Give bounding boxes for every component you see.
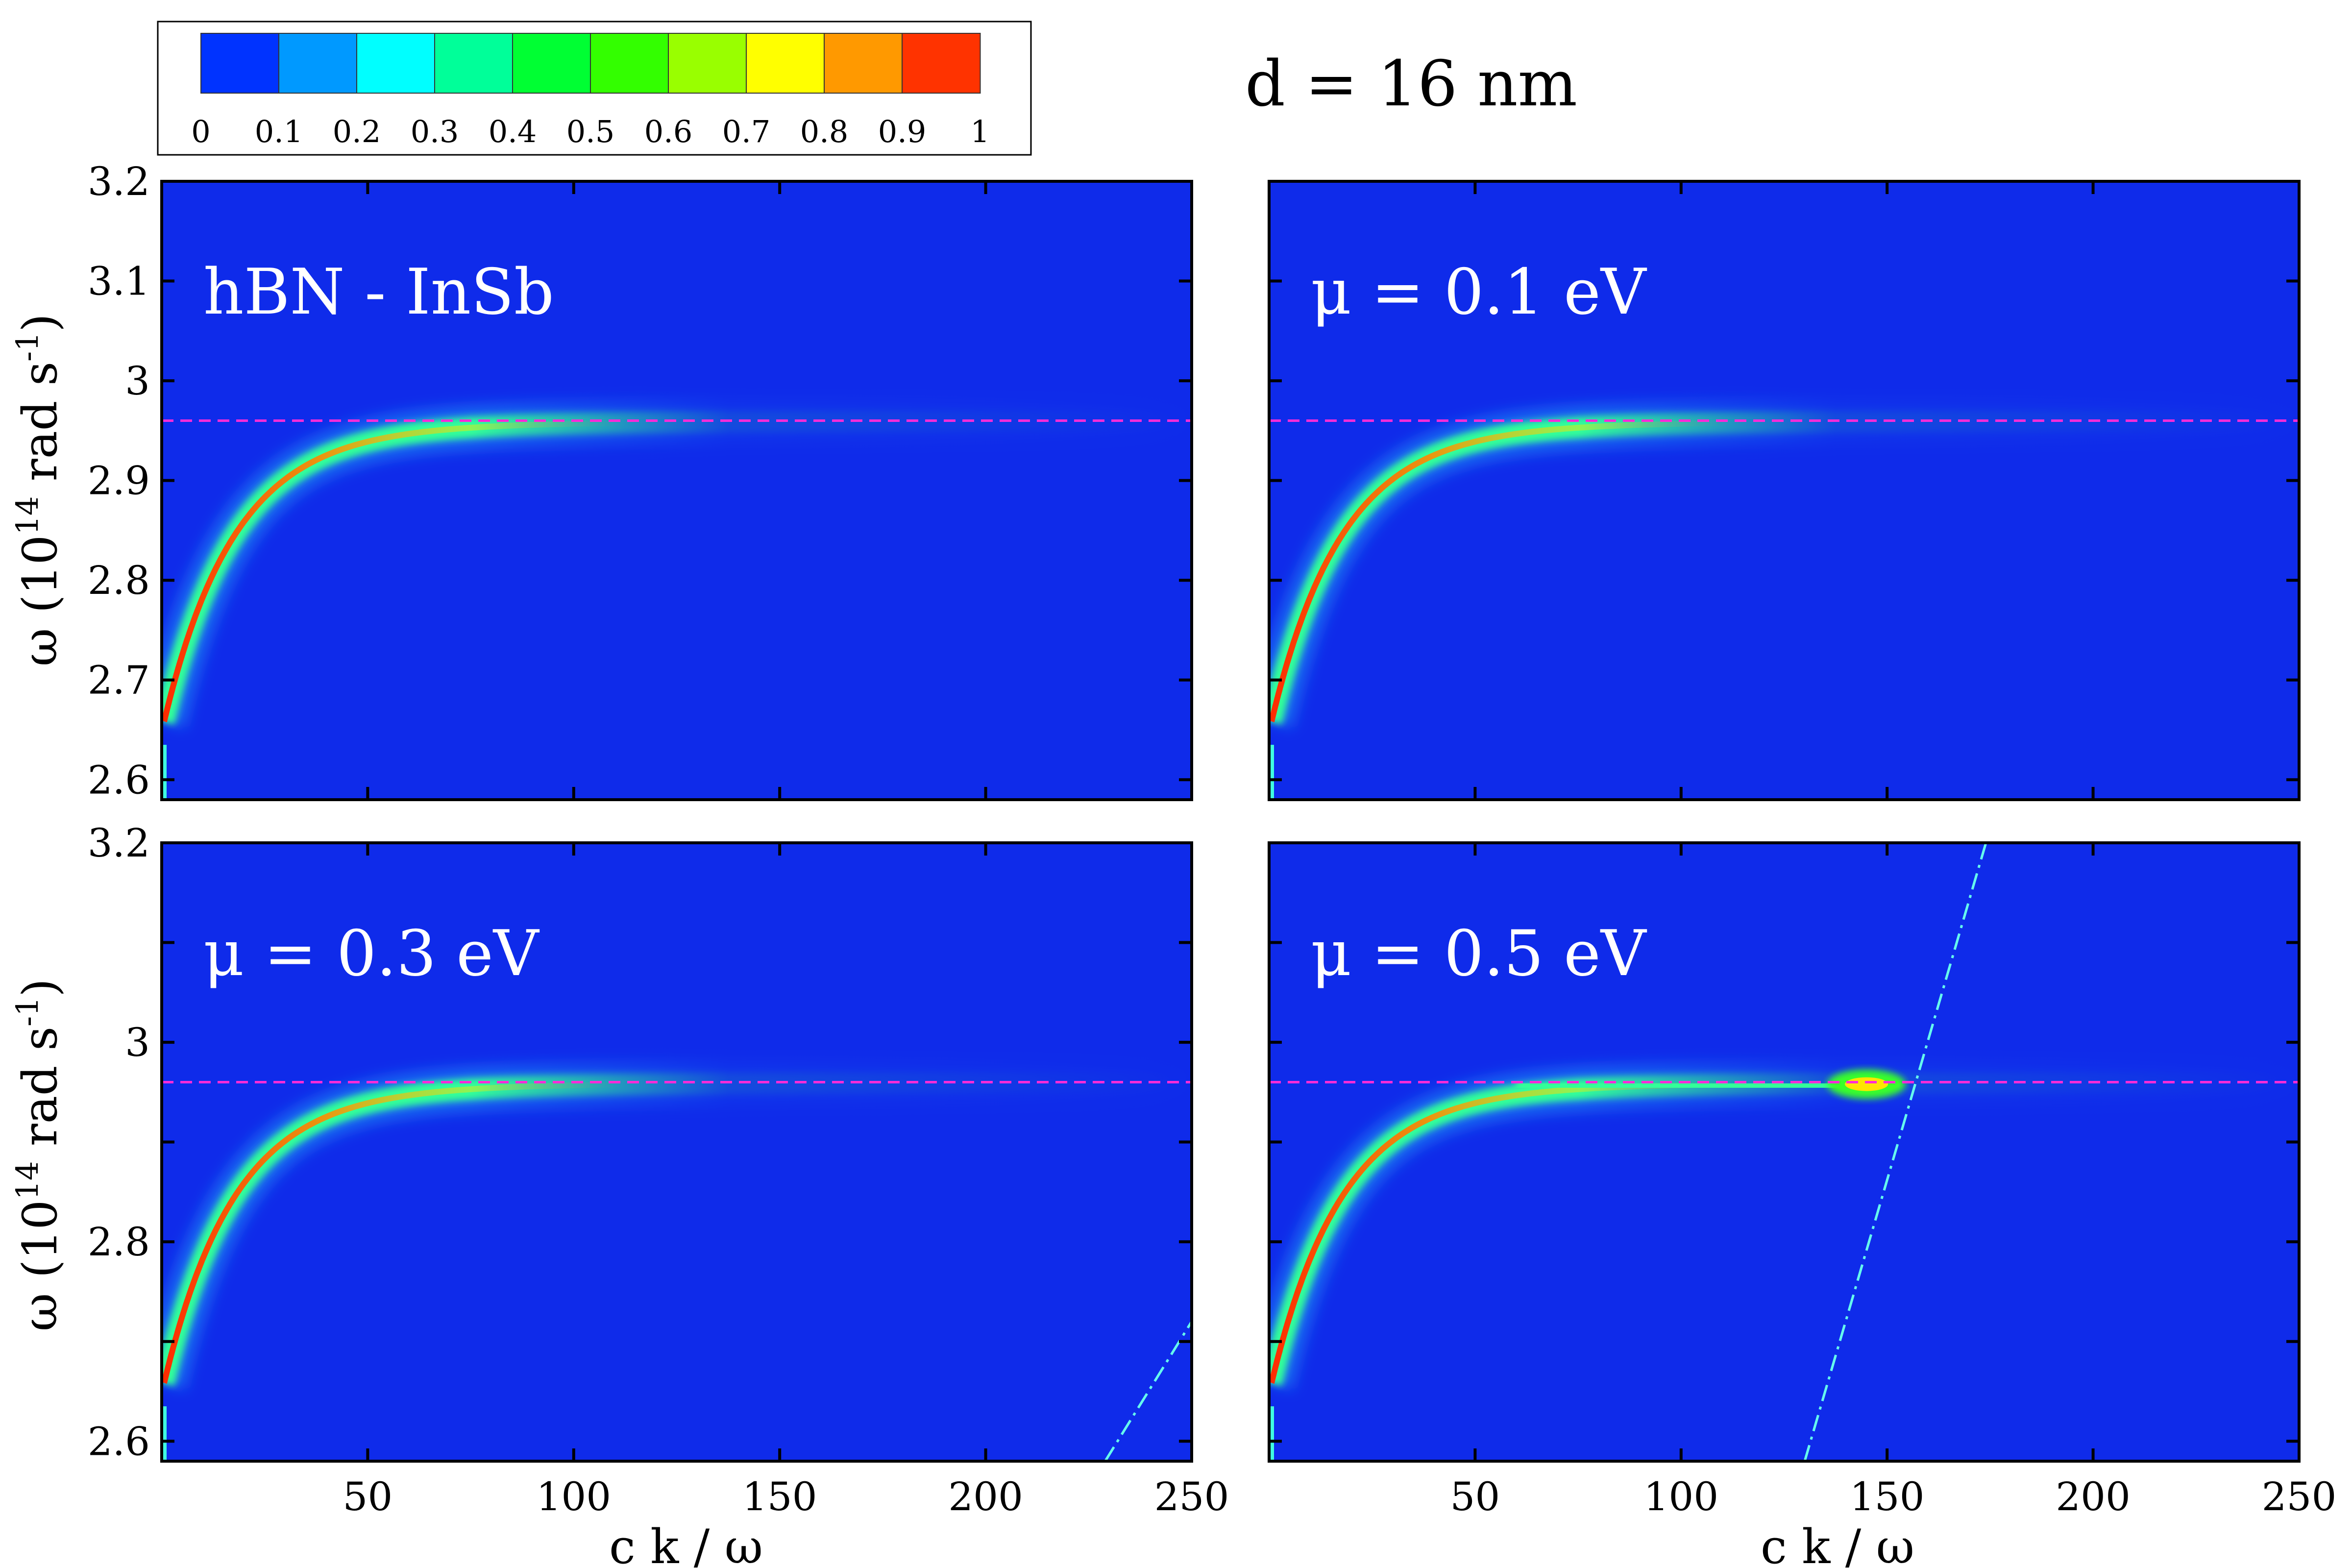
colorbar-cells <box>200 33 981 94</box>
panel-b: μ = 0.1 eV <box>1268 180 2301 801</box>
colorbar-tick-label: 0.8 <box>800 114 849 149</box>
edge-column <box>1269 745 1274 800</box>
colorbar-cell <box>824 33 903 94</box>
panels: 2.6 2.7 2.8 2.9 3 3.1 3.2 hBN - InSb μ = 0.1 eV 2… <box>88 159 2337 1519</box>
panel-label: μ = 0.1 eV <box>1311 256 1647 329</box>
panel-frame <box>160 180 1193 801</box>
y-axis-title-bottom: ω (1014 rad s-1) <box>9 979 68 1331</box>
x-ticks <box>1473 181 2301 800</box>
y-tick-label: 2.9 <box>88 458 150 504</box>
colorbar-cell <box>200 33 280 94</box>
panel-label: hBN - InSb <box>203 256 554 329</box>
colorbar-tick-label: 0 <box>191 114 210 149</box>
colorbar-tick-label: 0.4 <box>489 114 537 149</box>
chart-title: d = 16 nm <box>1245 48 1577 121</box>
y-tick-label: 3.2 <box>88 820 150 866</box>
y-tick-label: 3 <box>125 1020 150 1065</box>
colorbar-tick-label: 0.5 <box>566 114 615 149</box>
panel-c: 2.6 2.8 3 3.2 50 100 150 200 250 μ = 0.3 eV <box>88 820 1229 1519</box>
y-tick-label: 3.1 <box>88 259 150 304</box>
band-fade <box>162 843 1192 1461</box>
colorbar-cell <box>590 33 669 94</box>
y-tick-label: 2.6 <box>88 1419 150 1464</box>
light-line <box>1803 843 1987 1461</box>
svg-text:ω (1014 rad s-1): ω (1014 rad s-1) <box>9 979 68 1331</box>
y-tick-label: 2.8 <box>88 1219 150 1265</box>
y-tick-label: 3 <box>125 358 150 404</box>
y-ticks <box>1269 180 2299 782</box>
x-tick-label: 50 <box>1450 1474 1500 1519</box>
band-fade <box>1269 181 2299 800</box>
x-tick-label: 250 <box>1154 1474 1229 1519</box>
band-fade <box>1269 843 2299 1461</box>
x-ticks <box>366 181 1193 800</box>
y-tick-label: 2.8 <box>88 558 150 603</box>
colorbar-tick-label: 0.3 <box>411 114 459 149</box>
panel-frame <box>1268 841 2301 1463</box>
band-fade <box>162 181 1192 800</box>
x-axis-title-left: c k / ω <box>609 1519 763 1568</box>
y-ticks: 2.6 2.7 2.8 2.9 3 3.1 3.2 <box>88 159 1192 803</box>
x-tick-label: 200 <box>2056 1474 2131 1519</box>
panel-frame <box>160 841 1193 1463</box>
x-ticks: 50 100 150 200 250 <box>1450 843 2337 1519</box>
panel-frame <box>1268 180 2301 801</box>
y-tick-label: 2.7 <box>88 658 150 703</box>
x-tick-label: 200 <box>948 1474 1023 1519</box>
y-ticks <box>1269 841 2299 1443</box>
colorbar: 0 0.1 0.2 0.3 0.4 0.5 0.6 0.7 0.8 0.9 1 <box>157 21 1032 156</box>
colorbar-tick-labels: 0 0.1 0.2 0.3 0.4 0.5 0.6 0.7 0.8 0.9 1 <box>191 114 989 149</box>
edge-column <box>162 1406 167 1461</box>
y-tick-label: 2.6 <box>88 757 150 803</box>
edge-column <box>162 745 167 800</box>
hotspot-core <box>1845 1077 1888 1091</box>
x-tick-label: 50 <box>343 1474 393 1519</box>
edge-column <box>1269 1406 1274 1461</box>
y-tick-label: 3.2 <box>88 159 150 204</box>
x-tick-label: 100 <box>1643 1474 1718 1519</box>
colorbar-cell <box>902 33 981 94</box>
x-tick-label: 100 <box>536 1474 611 1519</box>
svg-text:ω (1014 rad s-1): ω (1014 rad s-1) <box>9 314 68 666</box>
colorbar-tick-label: 0.6 <box>644 114 693 149</box>
colorbar-tick-label: 0.2 <box>333 114 381 149</box>
colorbar-tick-label: 1 <box>970 114 989 149</box>
light-line <box>1104 1321 1192 1461</box>
x-axis-title-right: c k / ω <box>1761 1519 1914 1568</box>
colorbar-tick-label: 0.1 <box>255 114 303 149</box>
panel-d: 50 100 150 200 250 μ = 0.5 eV <box>1268 841 2337 1519</box>
colorbar-cell <box>746 33 825 94</box>
x-ticks: 50 100 150 200 250 <box>343 843 1229 1519</box>
y-axis-title-top: ω (1014 rad s-1) <box>9 314 68 666</box>
y-ticks: 2.6 2.8 3 3.2 <box>88 820 1192 1464</box>
colorbar-tick-label: 0.9 <box>878 114 927 149</box>
panel-label: μ = 0.5 eV <box>1311 917 1647 990</box>
colorbar-cell <box>512 33 591 94</box>
colorbar-cell <box>668 33 747 94</box>
colorbar-cell <box>356 33 436 94</box>
colorbar-cell <box>434 33 514 94</box>
x-tick-label: 150 <box>1850 1474 1925 1519</box>
panel-a: 2.6 2.7 2.8 2.9 3 3.1 3.2 hBN - InSb <box>88 159 1193 803</box>
x-tick-label: 150 <box>742 1474 817 1519</box>
panel-label: μ = 0.3 eV <box>203 917 540 990</box>
colorbar-tick-label: 0.7 <box>722 114 771 149</box>
colorbar-cell <box>278 33 358 94</box>
x-tick-label: 250 <box>2262 1474 2337 1519</box>
